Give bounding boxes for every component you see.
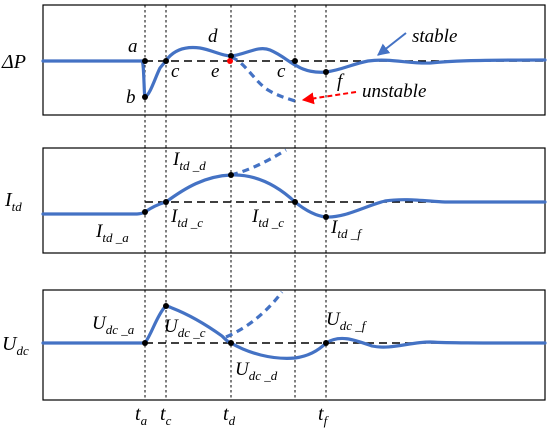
point-a-dot — [142, 58, 148, 64]
udc-point-c-label: Udc _c — [164, 316, 206, 340]
itd-point-f-label: Itd _f — [330, 217, 363, 241]
panel-udc: Udc Udc _a Udc _c Udc _d Udc _f — [2, 289, 547, 401]
itd-unstable-curve — [230, 148, 287, 177]
itd-point-d-dot — [228, 172, 234, 178]
point-c2-dot — [292, 58, 298, 64]
itd-point-d-label: Itd _d — [172, 149, 206, 173]
udc-axis-label: Udc — [2, 333, 29, 358]
point-b-label: b — [126, 87, 136, 108]
panel-delta-p: ΔP a b c d e c f stable unstable — [1, 4, 547, 116]
udc-point-c-dot — [163, 303, 169, 309]
point-c2-label: c — [277, 61, 286, 82]
point-d-dot — [228, 53, 234, 59]
panel-itd: Itd Itd _a Itd _c Itd _d Itd _c Itd _f — [4, 147, 547, 254]
point-e-dot — [227, 58, 233, 64]
time-label-tc: tc — [160, 403, 172, 428]
time-label-td: td — [223, 403, 236, 428]
itd-point-c2-label: Itd _c — [251, 206, 284, 230]
point-e-label: e — [211, 61, 219, 82]
udc-point-f-label: Udc _f — [326, 309, 368, 333]
point-f-label: f — [337, 71, 345, 92]
itd-point-f-dot — [323, 214, 329, 220]
udc-point-d-label: Udc _d — [235, 359, 278, 383]
itd-point-a-label: Itd _a — [95, 221, 129, 245]
point-c1-dot — [163, 58, 169, 64]
itd-point-c1-label: Itd _c — [170, 206, 203, 230]
point-b-dot — [142, 94, 148, 100]
udc-point-f-dot — [323, 340, 329, 346]
time-label-tf: tf — [318, 403, 330, 428]
udc-point-a-label: Udc _a — [92, 313, 135, 337]
delta-p-unstable-curve — [230, 55, 296, 103]
itd-point-c2-dot — [292, 199, 298, 205]
itd-axis-label: Itd — [4, 189, 22, 214]
itd-point-c1-dot — [163, 199, 169, 205]
time-axis: ta tc td tf — [135, 403, 330, 428]
stable-arrow — [377, 32, 407, 56]
point-a-label: a — [128, 36, 138, 57]
itd-stable-curve — [41, 173, 547, 219]
panel-udc-frame — [42, 289, 546, 401]
point-c1-label: c — [171, 61, 180, 82]
stable-annotation: stable — [412, 26, 457, 47]
time-label-ta: ta — [135, 403, 148, 428]
unstable-annotation: unstable — [362, 81, 426, 102]
unstable-arrow — [301, 91, 357, 105]
itd-point-a-dot — [142, 209, 148, 215]
point-f-dot — [323, 69, 329, 75]
udc-unstable-curve — [225, 291, 284, 339]
delta-p-stable-curve — [41, 45, 547, 99]
delta-p-axis-label: ΔP — [1, 51, 26, 73]
udc-point-a-dot — [142, 340, 148, 346]
udc-point-d-dot — [228, 340, 234, 346]
point-d-label: d — [208, 26, 218, 47]
